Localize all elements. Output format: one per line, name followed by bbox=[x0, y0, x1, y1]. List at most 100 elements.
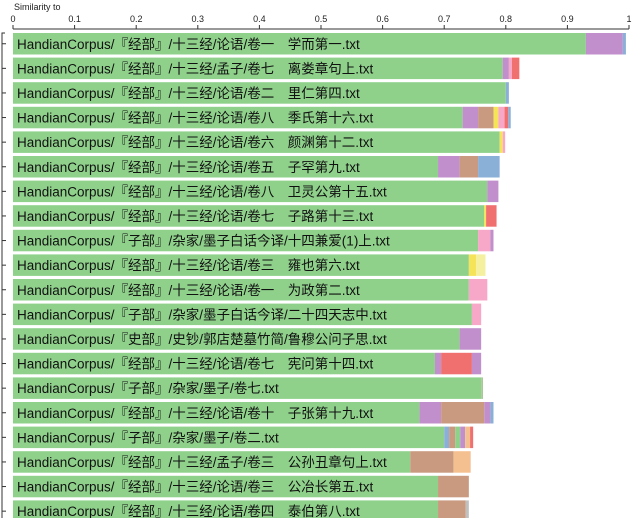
bar-segment[interactable] bbox=[460, 426, 466, 449]
bar-segment[interactable] bbox=[438, 500, 466, 518]
bar-row[interactable]: HandianCorpus/『经部』/十三经/论语/卷十 子张第十九.txt bbox=[13, 402, 494, 424]
x-tick-label: 0.5 bbox=[315, 14, 328, 24]
bar-segment[interactable] bbox=[505, 82, 509, 104]
bar-segment[interactable] bbox=[410, 451, 454, 473]
bar-label: HandianCorpus/『经部』/十三经/论语/卷五 子罕第九.txt bbox=[17, 159, 360, 175]
bar-segment[interactable] bbox=[459, 156, 479, 178]
bar-row[interactable]: HandianCorpus/『经部』/十三经/论语/卷七 宪问第十四.txt bbox=[13, 352, 482, 375]
bar-row[interactable]: HandianCorpus/『经部』/十三经/论语/卷一 为政第二.txt bbox=[13, 279, 488, 301]
bar-segment[interactable] bbox=[484, 205, 487, 227]
bar-segment[interactable] bbox=[444, 426, 450, 449]
bar-main-segment[interactable] bbox=[13, 82, 506, 104]
bar-main-segment[interactable] bbox=[13, 402, 420, 424]
bar-segment[interactable] bbox=[622, 33, 626, 55]
bar-segment[interactable] bbox=[455, 426, 461, 449]
bar-main-segment[interactable] bbox=[13, 352, 435, 375]
bar-main-segment[interactable] bbox=[13, 131, 500, 153]
bar-row[interactable]: HandianCorpus/『经部』/十三经/论语/卷八 季氏第十六.txt bbox=[13, 106, 511, 129]
bar-row[interactable]: HandianCorpus/『经部』/十三经/论语/卷五 子罕第九.txt bbox=[13, 156, 500, 178]
bar-row[interactable]: HandianCorpus/『经部』/十三经/论语/卷八 卫灵公第十五.txt bbox=[13, 180, 499, 203]
bar-main-segment[interactable] bbox=[13, 156, 439, 178]
bar-segment[interactable] bbox=[465, 500, 469, 518]
bar-row[interactable]: HandianCorpus/『子部』/杂家/墨子白话今译/二十四天志中.txt bbox=[13, 303, 482, 326]
bar-label: HandianCorpus/『经部』/十三经/论语/卷六 颜渊第十二.txt bbox=[17, 134, 374, 150]
bar-row[interactable]: HandianCorpus/『经部』/十三经/孟子/卷七 离娄章句上.txt bbox=[13, 57, 520, 80]
bar-segment[interactable] bbox=[508, 57, 512, 80]
bar-main-segment[interactable] bbox=[13, 254, 469, 276]
bar-main-segment[interactable] bbox=[13, 205, 485, 227]
bar-segment[interactable] bbox=[465, 426, 471, 449]
x-tick-label: 0 bbox=[10, 14, 15, 24]
bar-segment[interactable] bbox=[462, 106, 479, 129]
bar-main-segment[interactable] bbox=[13, 475, 439, 498]
bar-segment[interactable] bbox=[493, 106, 499, 129]
bar-main-segment[interactable] bbox=[13, 451, 411, 473]
bar-segment[interactable] bbox=[459, 328, 482, 350]
bar-main-segment[interactable] bbox=[13, 303, 472, 326]
bar-main-segment[interactable] bbox=[13, 328, 460, 350]
bar-segment[interactable] bbox=[441, 402, 485, 424]
bar-segment[interactable] bbox=[476, 254, 486, 276]
bar-label: HandianCorpus/『经部』/十三经/论语/卷八 季氏第十六.txt bbox=[17, 110, 374, 126]
bar-row[interactable]: HandianCorpus/『经部』/十三经/孟子/卷三 公孙丑章句上.txt bbox=[13, 451, 471, 473]
bar-label: HandianCorpus/『子部』/杂家/墨子白话今译/二十四天志中.txt bbox=[17, 306, 387, 322]
bar-segment[interactable] bbox=[484, 402, 491, 424]
bar-row[interactable]: HandianCorpus/『子部』/杂家/墨子/卷七.txt bbox=[13, 377, 484, 399]
bar-segment[interactable] bbox=[471, 303, 482, 326]
bar-row[interactable]: HandianCorpus/『子部』/杂家/墨子白话今译/十四兼爱(1)上.tx… bbox=[13, 229, 494, 252]
bar-segment[interactable] bbox=[478, 156, 500, 178]
bar-label: HandianCorpus/『经部』/十三经/论语/卷三 公冶长第五.txt bbox=[17, 479, 374, 495]
bar-segment[interactable] bbox=[504, 106, 509, 129]
bar-label: HandianCorpus/『经部』/十三经/论语/卷八 卫灵公第十五.txt bbox=[17, 183, 387, 199]
bar-segment[interactable] bbox=[441, 352, 472, 375]
x-tick-label: 0.4 bbox=[253, 14, 266, 24]
bar-segment[interactable] bbox=[471, 352, 482, 375]
bar-segment[interactable] bbox=[481, 377, 484, 399]
bar-label: HandianCorpus/『经部』/十三经/孟子/卷七 离娄章句上.txt bbox=[17, 60, 374, 76]
bar-row[interactable]: HandianCorpus/『子部』/杂家/墨子/卷二.txt bbox=[13, 426, 474, 449]
bar-segment[interactable] bbox=[419, 402, 442, 424]
bar-main-segment[interactable] bbox=[13, 57, 503, 80]
bar-segment[interactable] bbox=[490, 229, 494, 252]
bar-segment[interactable] bbox=[502, 57, 509, 80]
bar-segment[interactable] bbox=[468, 279, 488, 301]
bars: HandianCorpus/『经部』/十三经/论语/卷一 学而第一.txt Han… bbox=[13, 33, 626, 518]
bar-segment[interactable] bbox=[490, 402, 494, 424]
bar-row[interactable]: HandianCorpus/『经部』/十三经/论语/卷四 泰伯第八.txt bbox=[13, 500, 469, 518]
bar-segment[interactable] bbox=[499, 131, 503, 153]
bar-segment[interactable] bbox=[434, 352, 442, 375]
bar-row[interactable]: HandianCorpus/『经部』/十三经/论语/卷二 里仁第四.txt bbox=[13, 82, 509, 104]
bar-segment[interactable] bbox=[502, 131, 506, 153]
bar-main-segment[interactable] bbox=[13, 500, 439, 518]
bar-segment[interactable] bbox=[478, 229, 491, 252]
bar-segment[interactable] bbox=[585, 33, 623, 55]
bar-label: HandianCorpus/『经部』/十三经/论语/卷三 雍也第六.txt bbox=[17, 257, 360, 273]
bar-main-segment[interactable] bbox=[13, 229, 479, 252]
bar-row[interactable]: HandianCorpus/『经部』/十三经/论语/卷三 公冶长第五.txt bbox=[13, 475, 469, 498]
bar-segment[interactable] bbox=[449, 426, 456, 449]
bar-row[interactable]: HandianCorpus/『经部』/十三经/论语/卷一 学而第一.txt bbox=[13, 33, 626, 55]
bar-segment[interactable] bbox=[511, 57, 520, 80]
bar-segment[interactable] bbox=[438, 475, 469, 498]
bar-main-segment[interactable] bbox=[13, 377, 482, 399]
bar-segment[interactable] bbox=[498, 106, 505, 129]
bar-segment[interactable] bbox=[486, 205, 497, 227]
bar-main-segment[interactable] bbox=[13, 426, 445, 449]
bar-row[interactable]: HandianCorpus/『史部』/史钞/郭店楚墓竹简/鲁穆公问子思.txt bbox=[13, 328, 482, 350]
x-tick-label: 0.6 bbox=[376, 14, 389, 24]
bar-main-segment[interactable] bbox=[13, 279, 469, 301]
bar-row[interactable]: HandianCorpus/『经部』/十三经/论语/卷七 子路第十三.txt bbox=[13, 205, 497, 227]
bar-main-segment[interactable] bbox=[13, 33, 586, 55]
x-tick-label: 0.7 bbox=[438, 14, 451, 24]
bar-segment[interactable] bbox=[508, 106, 511, 129]
bar-row[interactable]: HandianCorpus/『经部』/十三经/论语/卷六 颜渊第十二.txt bbox=[13, 131, 506, 153]
bar-main-segment[interactable] bbox=[13, 106, 463, 129]
bar-segment[interactable] bbox=[453, 451, 471, 473]
bar-segment[interactable] bbox=[487, 180, 499, 203]
bar-segment[interactable] bbox=[438, 156, 460, 178]
bar-segment[interactable] bbox=[478, 106, 494, 129]
bar-main-segment[interactable] bbox=[13, 180, 488, 203]
bar-segment[interactable] bbox=[468, 254, 477, 276]
bar-row[interactable]: HandianCorpus/『经部』/十三经/论语/卷三 雍也第六.txt bbox=[13, 254, 486, 276]
bar-segment[interactable] bbox=[470, 426, 474, 449]
